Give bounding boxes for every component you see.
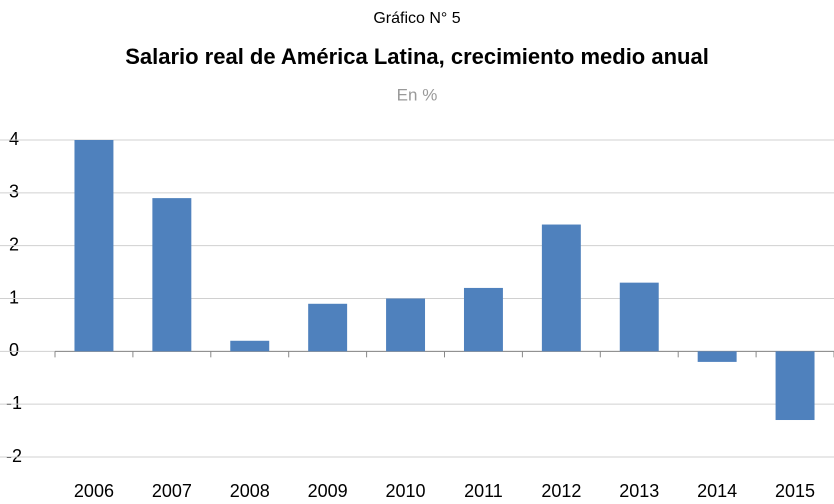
y-tick-label: 4 xyxy=(9,129,19,149)
x-tick-label: 2007 xyxy=(152,481,192,501)
bar xyxy=(463,287,503,352)
x-tick-label: 2013 xyxy=(619,481,659,501)
y-tick-label: -2 xyxy=(6,446,22,466)
y-tick-label: 2 xyxy=(9,234,19,254)
x-tick-label: 2006 xyxy=(74,481,114,501)
x-tick-label: 2008 xyxy=(230,481,270,501)
bar xyxy=(386,298,426,352)
y-tick-label: 3 xyxy=(9,182,19,202)
x-tick-label: 2010 xyxy=(386,481,426,501)
bar xyxy=(152,198,192,352)
chart-subtitle: Gráfico N° 5 xyxy=(373,10,460,27)
x-tick-label: 2011 xyxy=(464,481,503,501)
unit-note: En % xyxy=(397,85,438,104)
bar xyxy=(308,303,348,352)
bar xyxy=(230,340,270,352)
chart-title: Salario real de América Latina, crecimie… xyxy=(125,44,709,69)
x-tick-label: 2009 xyxy=(308,481,348,501)
y-tick-label: -1 xyxy=(6,393,22,413)
x-tick-label: 2014 xyxy=(697,481,737,501)
x-tick-label: 2012 xyxy=(541,481,581,501)
bar xyxy=(74,140,114,352)
x-tick-label: 2015 xyxy=(775,481,815,501)
bar xyxy=(541,224,581,352)
bar xyxy=(775,351,815,421)
bar xyxy=(697,351,737,362)
bar xyxy=(619,282,659,352)
y-tick-label: 1 xyxy=(9,287,19,307)
y-tick-label: 0 xyxy=(9,340,19,360)
